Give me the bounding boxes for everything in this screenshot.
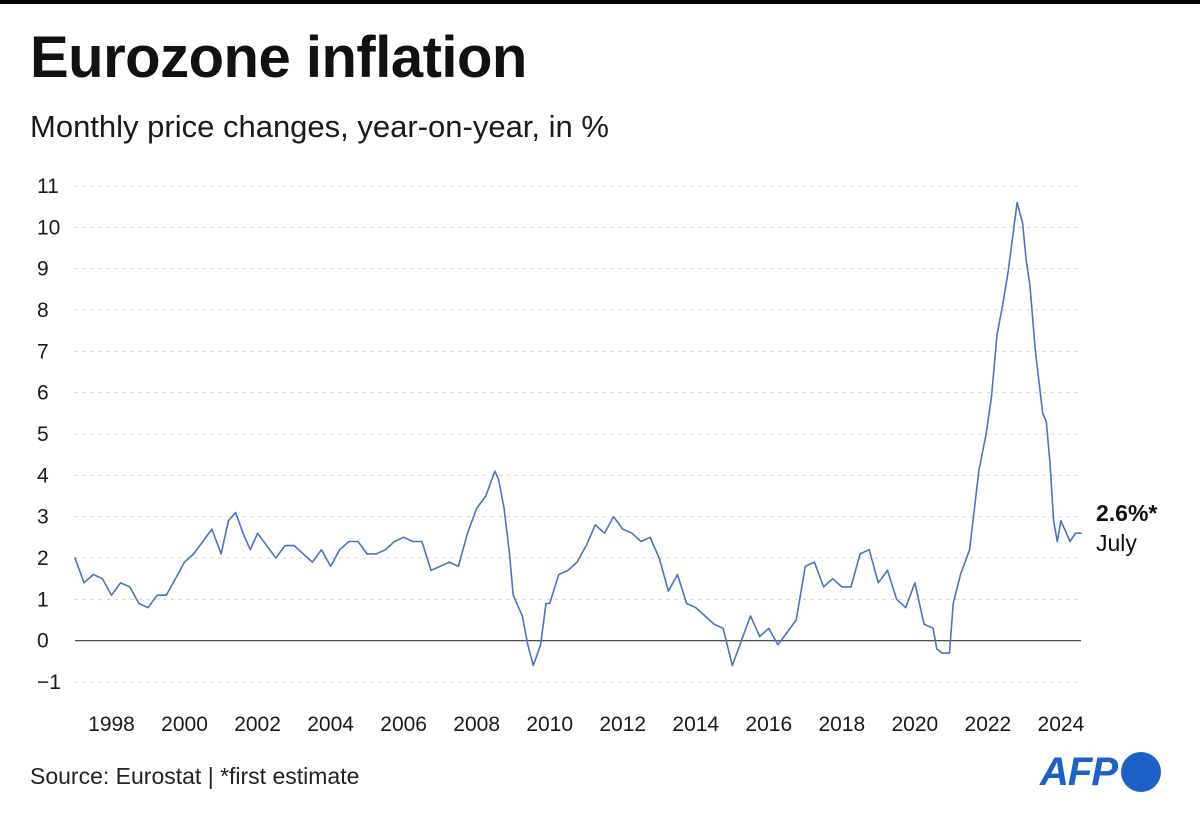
x-tick-label: 2010 [526, 713, 573, 736]
chart-title: Eurozone inflation [30, 25, 527, 90]
y-tick-label: 5 [37, 423, 49, 446]
annotation-layer: 2.6%* July [1096, 500, 1157, 556]
x-tick-label: 2004 [307, 713, 354, 736]
afp-logo-text: AFP [1040, 749, 1118, 794]
y-tick-label: 9 [37, 258, 49, 281]
end-period-label: July [1096, 530, 1137, 556]
x-tick-label: 2012 [599, 713, 646, 736]
y-tick-label: 2 [37, 547, 49, 570]
y-tick-label: 8 [37, 299, 49, 322]
y-tick-label: 0 [37, 630, 49, 653]
x-axis-ticks: 1998 2000 2002 2004 2006 2008 2010 2012 2014 2016… [88, 713, 1084, 736]
series-layer [74, 201, 1082, 667]
y-tick-label: 10 [37, 216, 60, 239]
y-tick-label: −1 [37, 671, 61, 694]
x-tick-label: 2000 [161, 713, 208, 736]
afp-logo-dot-icon [1121, 752, 1161, 792]
afp-logo: AFP [1040, 748, 1161, 796]
chart-subtitle: Monthly price changes, year-on-year, in … [30, 109, 609, 144]
x-tick-label: 2024 [1038, 713, 1085, 736]
x-tick-label: 2008 [453, 713, 500, 736]
x-tick-label: 2022 [965, 713, 1012, 736]
x-tick-label: 2016 [745, 713, 792, 736]
x-tick-label: 2014 [672, 713, 719, 736]
grid-lines [75, 185, 1081, 683]
top-rule [0, 0, 1200, 4]
x-tick-label: 1998 [88, 713, 135, 736]
end-value-label: 2.6%* [1096, 500, 1157, 526]
y-axis-ticks: −1 0 1 2 3 4 5 6 7 8 9 10 11 [37, 175, 61, 694]
x-tick-label: 2002 [234, 713, 281, 736]
y-tick-label: 11 [37, 175, 59, 198]
x-tick-label: 2006 [380, 713, 427, 736]
y-tick-label: 3 [37, 506, 49, 529]
source-note: Source: Eurostat | *first estimate [30, 763, 360, 789]
y-tick-label: 4 [37, 464, 49, 487]
x-tick-label: 2020 [891, 713, 938, 736]
y-tick-label: 6 [37, 382, 49, 405]
y-tick-label: 1 [37, 588, 49, 611]
y-tick-label: 7 [37, 340, 49, 363]
x-tick-label: 2018 [818, 713, 865, 736]
inflation-series-line [74, 201, 1082, 667]
